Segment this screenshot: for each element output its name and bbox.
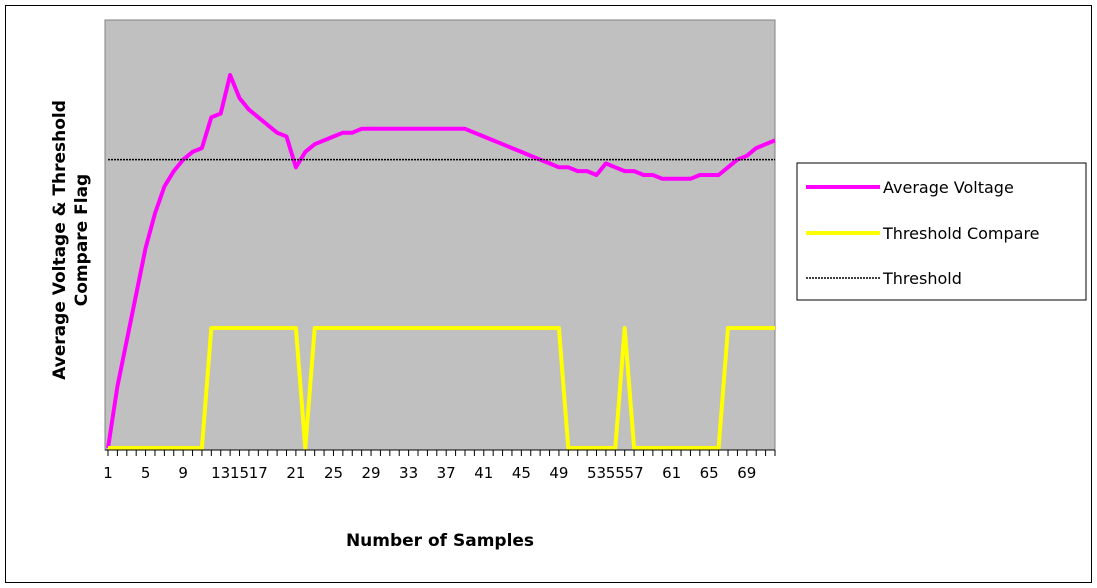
x-tick-label: 25 xyxy=(324,464,343,482)
x-tick-label: 15 xyxy=(230,464,249,482)
x-tick-label: 21 xyxy=(286,464,305,482)
legend: Average Voltage Threshold Compare Thresh… xyxy=(796,162,1087,301)
x-tick-label: 57 xyxy=(625,464,644,482)
x-tick-label: 69 xyxy=(737,464,756,482)
x-tick-label: 65 xyxy=(700,464,719,482)
x-axis-title: Number of Samples xyxy=(346,531,534,551)
x-tick-label: 17 xyxy=(249,464,268,482)
series-line-threshold-compare xyxy=(108,326,775,450)
x-tick-label: 45 xyxy=(512,464,531,482)
legend-label-threshold-compare: Threshold Compare xyxy=(882,224,1040,243)
x-tick-label: 41 xyxy=(474,464,493,482)
x-tick-label: 61 xyxy=(662,464,681,482)
x-axis xyxy=(105,449,776,456)
x-tick-label: 33 xyxy=(399,464,418,482)
series-line-average-voltage xyxy=(106,73,776,449)
x-tick-label: 55 xyxy=(606,464,625,482)
x-tick-label: 49 xyxy=(549,464,568,482)
x-tick-label: 53 xyxy=(587,464,606,482)
legend-label-threshold: Threshold xyxy=(882,269,962,288)
y-axis-title-line2: Compare Flag xyxy=(72,174,92,306)
legend-label-average-voltage: Average Voltage xyxy=(883,178,1014,197)
x-tick-label: 13 xyxy=(211,464,230,482)
y-axis-title-line1: Average Voltage & Threshold xyxy=(50,100,70,380)
x-tick-label: 37 xyxy=(437,464,456,482)
x-tick-label: 29 xyxy=(361,464,380,482)
plot-area xyxy=(104,19,776,451)
x-tick-labels: 1 5 9 13 15 17 21 25 29 33 37 41 45 49 53 55 57 61 65 69 xyxy=(103,464,756,482)
x-tick-label: 1 xyxy=(103,464,113,482)
series-layer xyxy=(106,73,776,450)
x-tick-label: 5 xyxy=(141,464,151,482)
x-tick-label: 9 xyxy=(178,464,188,482)
